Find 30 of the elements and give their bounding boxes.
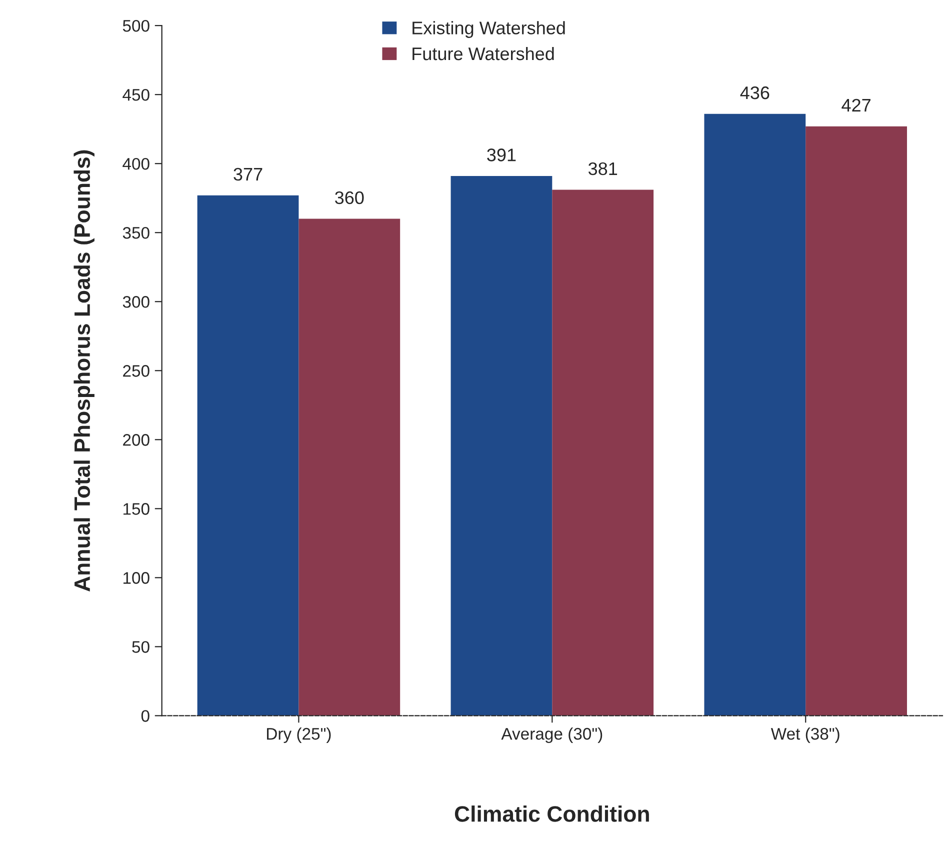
bar <box>806 126 907 716</box>
y-tick-label: 500 <box>122 20 150 32</box>
x-tick-label: Average (30") <box>501 727 602 744</box>
x-tick-label: Wet (38") <box>770 727 840 744</box>
y-tick-label: 50 <box>132 641 150 653</box>
y-tick-label: 0 <box>141 710 150 722</box>
data-label: 377 <box>234 168 262 181</box>
bar <box>552 190 654 716</box>
bar <box>450 176 552 716</box>
legend-label: Existing Watershed <box>412 21 565 38</box>
y-tick-label: 400 <box>122 158 150 170</box>
data-label: 427 <box>842 98 870 112</box>
y-tick-label: 100 <box>124 572 150 584</box>
y-tick-label: 350 <box>122 226 150 239</box>
bar <box>298 218 400 716</box>
x-tick-label: Dry (25") <box>267 727 331 744</box>
y-tick-label: 250 <box>123 365 150 377</box>
data-label: 360 <box>335 191 364 204</box>
y-tick-label: 300 <box>122 296 150 308</box>
x-axis-title: Climatic Condition <box>454 806 649 822</box>
y-tick-label: 200 <box>123 434 150 446</box>
bar <box>197 195 299 716</box>
y-tick-label: 150 <box>124 503 150 515</box>
y-tick-label: 450 <box>122 88 150 101</box>
data-label: 381 <box>588 162 618 176</box>
data-label: 391 <box>487 148 516 162</box>
data-label: 436 <box>740 86 770 100</box>
bar <box>704 114 806 716</box>
y-axis-title: Annual Total Phosphorus Loads (Pounds) <box>74 150 94 592</box>
legend-label: Future Watershed <box>412 46 554 60</box>
